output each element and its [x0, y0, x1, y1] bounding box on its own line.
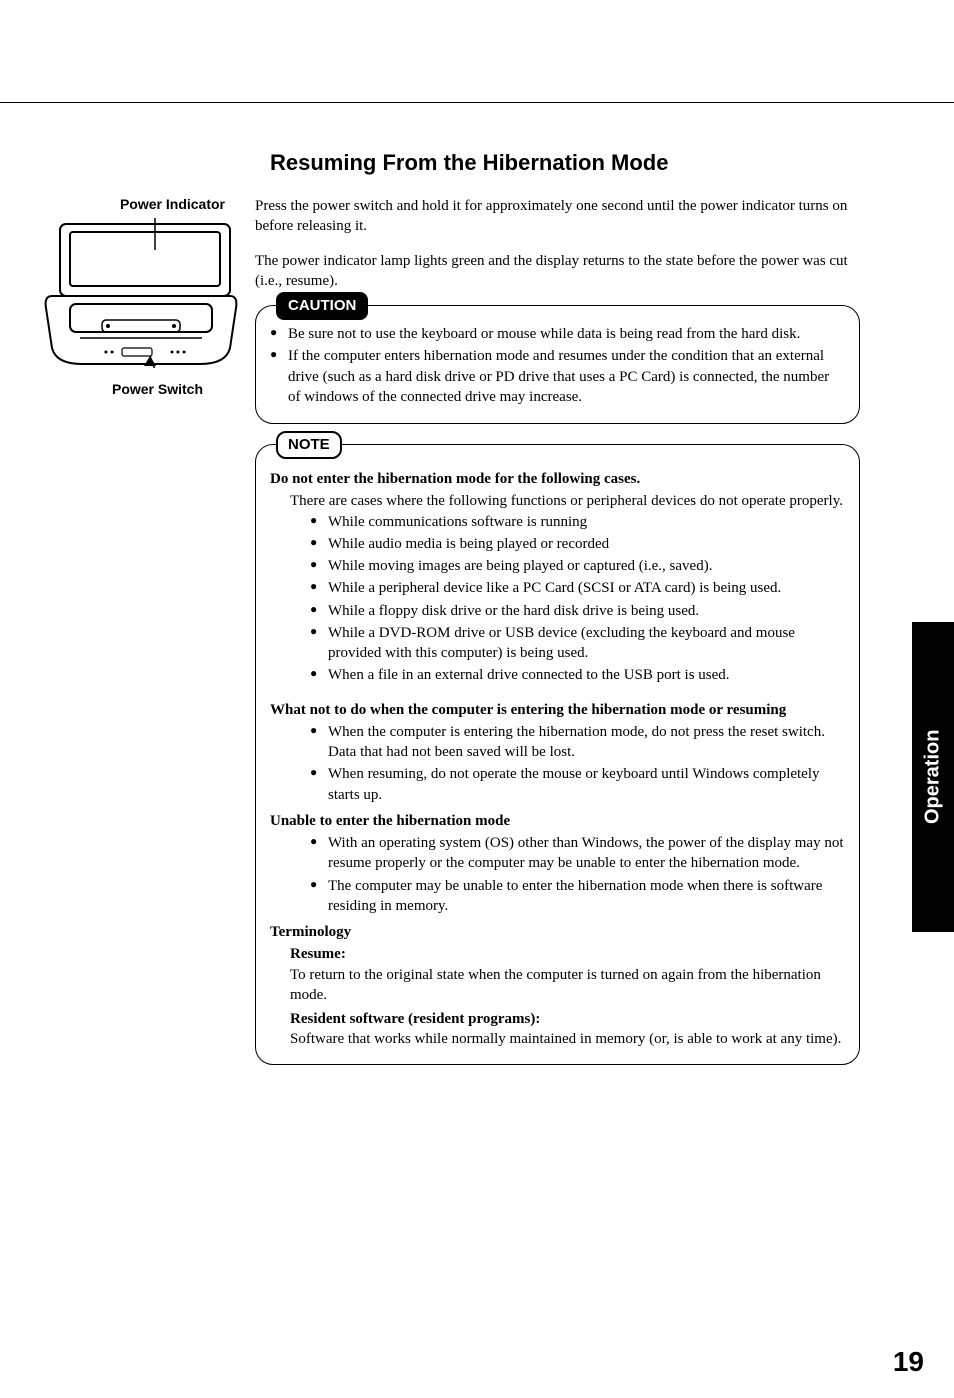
- list-item: The computer may be unable to enter the …: [310, 876, 845, 917]
- term-resident-label: Resident software (resident programs):: [290, 1009, 845, 1029]
- list-item: When a file in an external drive connect…: [310, 665, 845, 685]
- power-switch-label: Power Switch: [70, 381, 245, 397]
- side-tab-operation: Operation: [912, 622, 954, 932]
- caution-box: CAUTION Be sure not to use the keyboard …: [255, 305, 860, 424]
- note-box: NOTE Do not enter the hibernation mode f…: [255, 444, 860, 1065]
- power-indicator-label: Power Indicator: [30, 196, 245, 212]
- right-column: Press the power switch and hold it for a…: [255, 196, 860, 1085]
- caution-item: If the computer enters hibernation mode …: [270, 346, 845, 407]
- note-h2-list: When the computer is entering the hibern…: [270, 722, 845, 805]
- page-title: Resuming From the Hibernation Mode: [270, 150, 860, 176]
- caution-label: CAUTION: [276, 292, 368, 320]
- intro-paragraph-2: The power indicator lamp lights green an…: [255, 251, 860, 292]
- laptop-diagram: [30, 218, 240, 368]
- terminology-block: Resume: To return to the original state …: [270, 944, 845, 1049]
- note-heading-4: Terminology: [270, 922, 845, 942]
- note-h3-list: With an operating system (OS) other than…: [270, 833, 845, 916]
- term-resume-label: Resume:: [290, 944, 845, 964]
- list-item: While a DVD-ROM drive or USB device (exc…: [310, 623, 845, 664]
- list-item: When the computer is entering the hibern…: [310, 722, 845, 763]
- left-column: Power Indicator: [30, 196, 255, 397]
- note-heading-1: Do not enter the hibernation mode for th…: [270, 469, 845, 489]
- page-content: Resuming From the Hibernation Mode Power…: [30, 150, 860, 1085]
- caution-list: Be sure not to use the keyboard or mouse…: [270, 324, 845, 407]
- list-item: While a peripheral device like a PC Card…: [310, 578, 845, 598]
- intro-paragraph-1: Press the power switch and hold it for a…: [255, 196, 860, 237]
- top-rule: [0, 102, 954, 103]
- term-resident-text: Software that works while normally maint…: [290, 1031, 841, 1047]
- list-item: While moving images are being played or …: [310, 556, 845, 576]
- note-heading-2: What not to do when the computer is ente…: [270, 700, 845, 720]
- term-resume-text: To return to the original state when the…: [290, 967, 821, 1003]
- caution-item: Be sure not to use the keyboard or mouse…: [270, 324, 845, 344]
- note-label: NOTE: [276, 431, 342, 459]
- list-item: With an operating system (OS) other than…: [310, 833, 845, 874]
- two-column-layout: Power Indicator: [30, 196, 860, 1085]
- list-item: While communications software is running: [310, 512, 845, 532]
- note-heading-3: Unable to enter the hibernation mode: [270, 811, 845, 831]
- note-h1-intro: There are cases where the following func…: [270, 491, 845, 511]
- list-item: While audio media is being played or rec…: [310, 534, 845, 554]
- page-number: 19: [893, 1346, 924, 1378]
- list-item: When resuming, do not operate the mouse …: [310, 764, 845, 805]
- note-h1-list: While communications software is running…: [270, 512, 845, 686]
- list-item: While a floppy disk drive or the hard di…: [310, 601, 845, 621]
